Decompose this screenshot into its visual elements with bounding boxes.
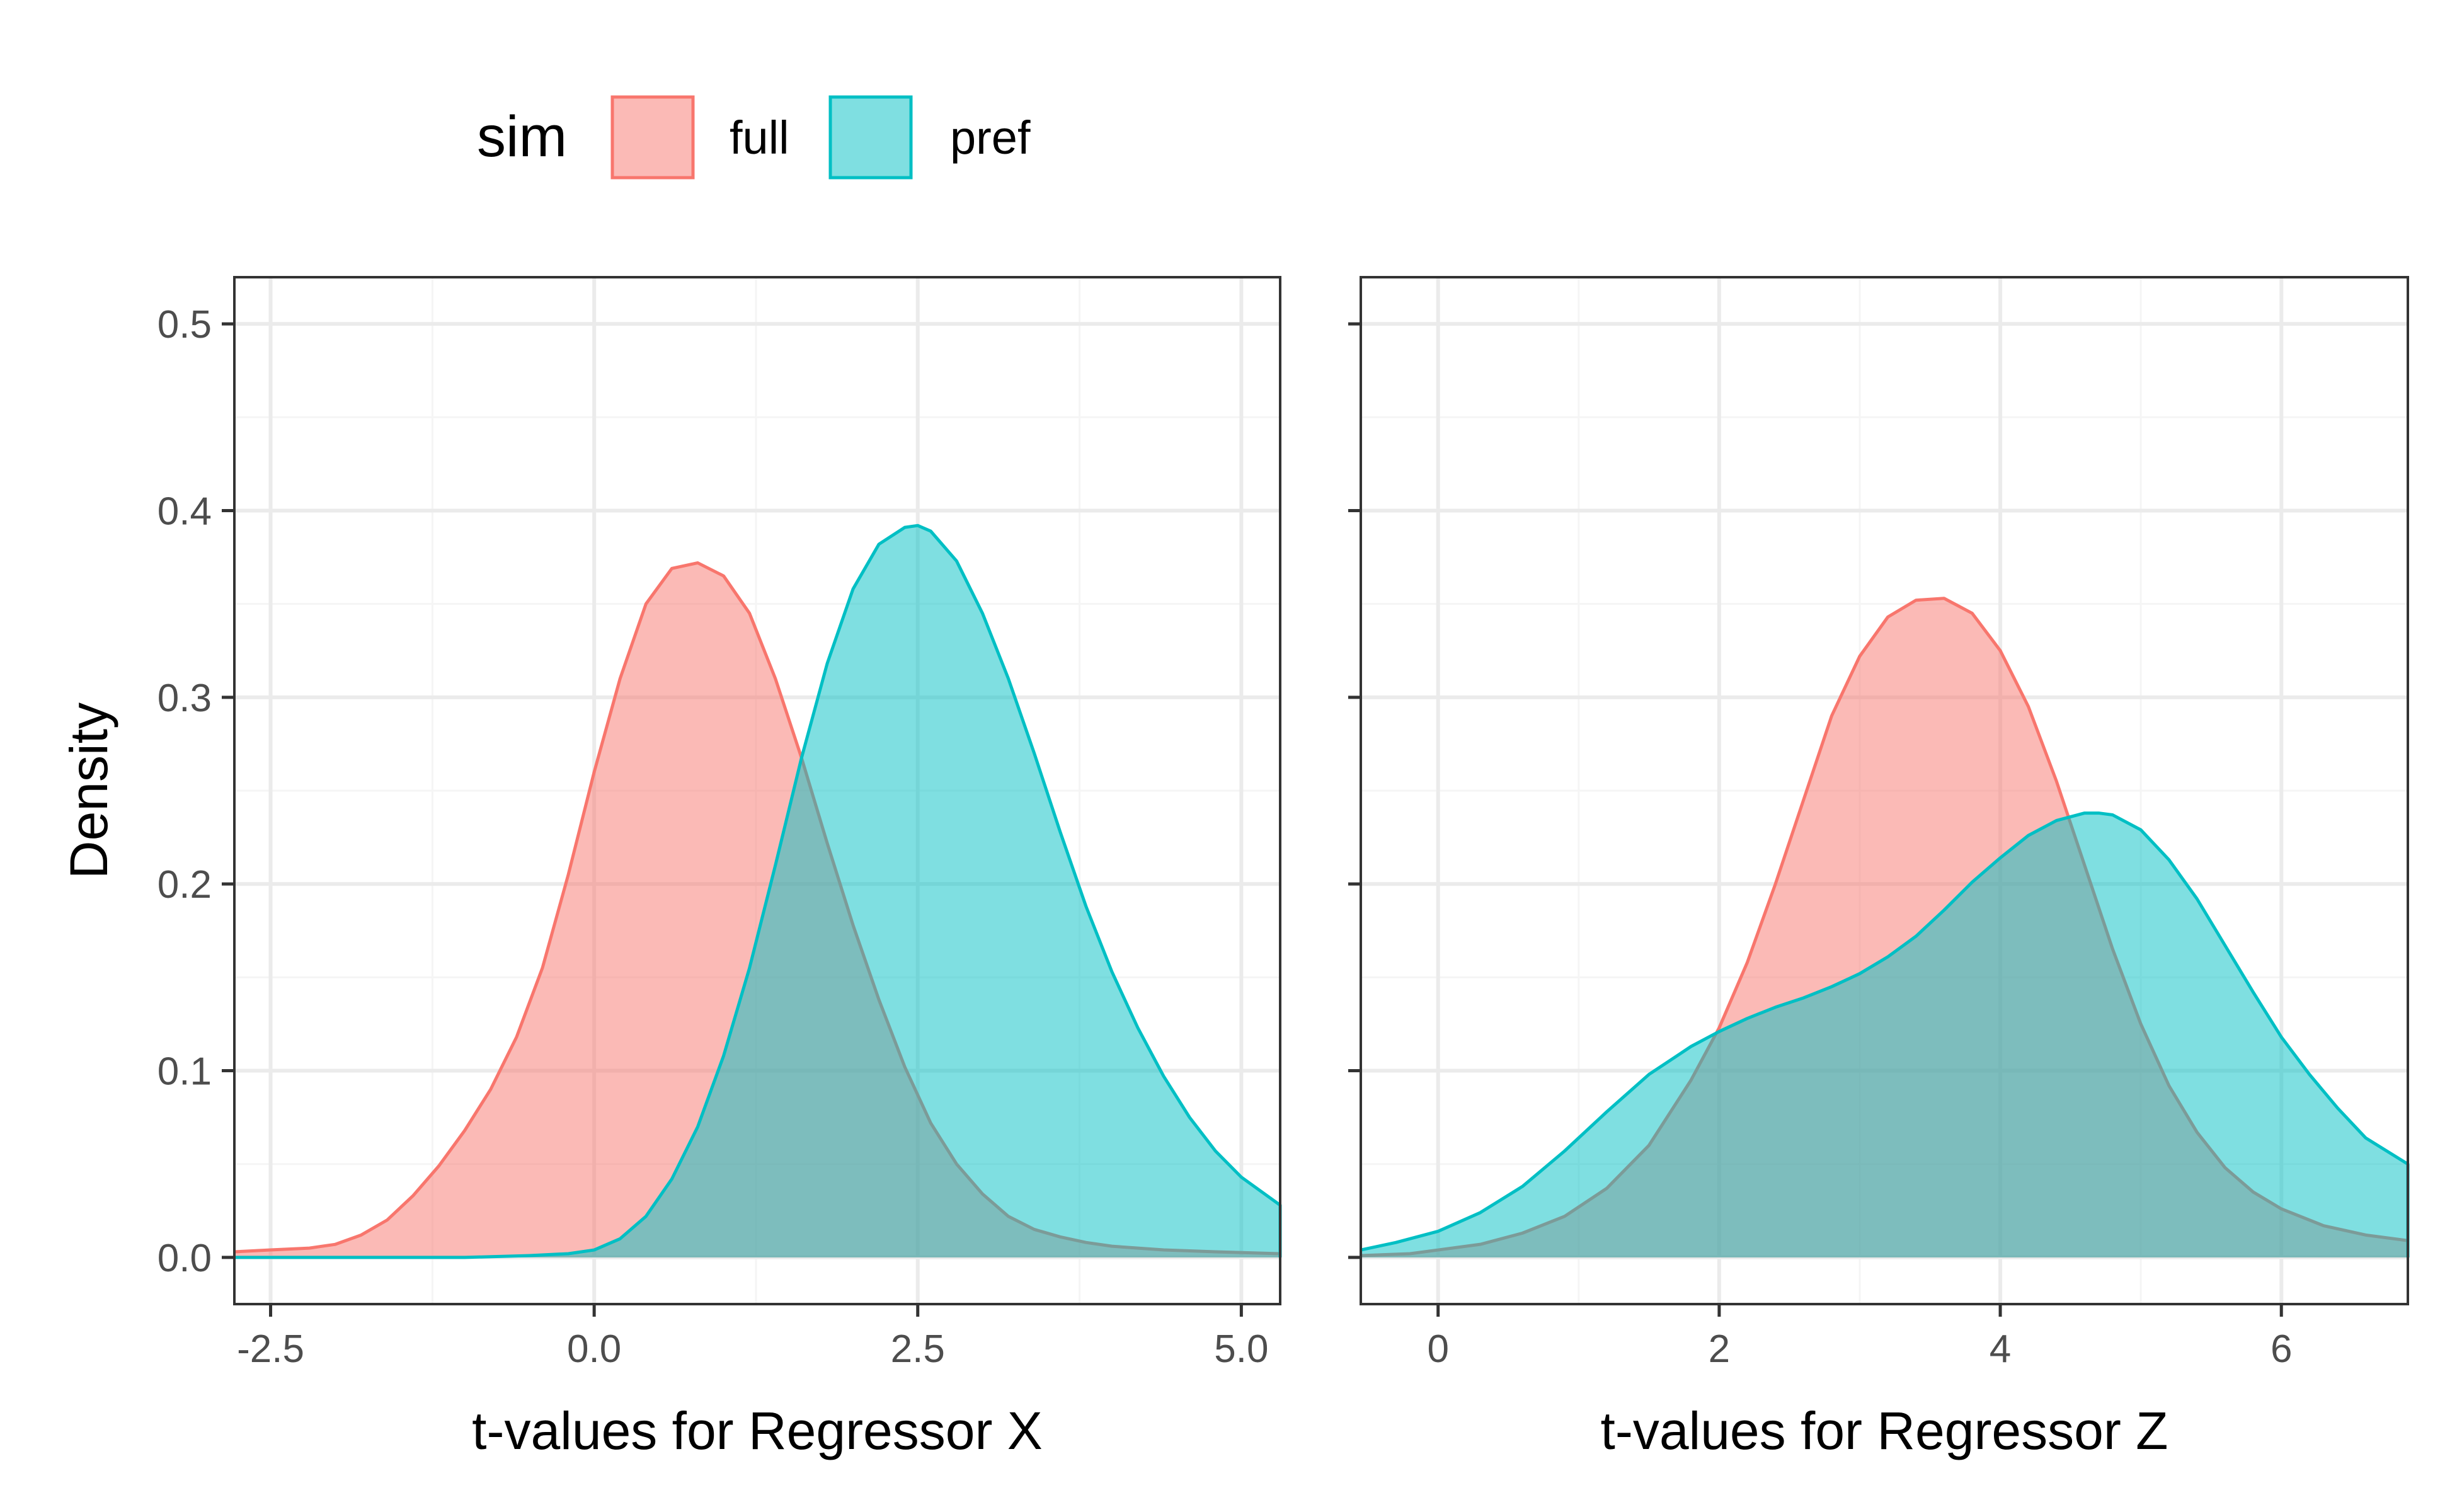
density-line-pref [234,524,1282,1259]
legend-label-full: full [730,112,789,164]
legend-label-pref: pref [950,112,1031,164]
x-tick-label: 6 [2271,1327,2292,1371]
x-tick-label: 5.0 [1214,1327,1268,1371]
legend-key-pref [828,95,913,180]
x-tick-label: 0 [1427,1327,1448,1371]
y-tick-label: 0.3 [158,677,212,720]
x-tick-label: 2 [1709,1327,1730,1371]
legend-key-full [610,95,695,180]
x-axis-title: t-values for Regressor X [472,1401,1043,1460]
x-axis-title: t-values for Regressor Z [1601,1401,2168,1460]
y-tick-label: 0.5 [158,303,212,346]
legend-title: sim [477,105,567,169]
panel-z: 0 2 4 6 t-values for Regressor Z [1348,276,2410,1460]
panel-border [1360,276,2409,1305]
legend: sim full pref [477,95,1031,180]
x-tick-label: 2.5 [891,1327,945,1371]
x-tick-label: -2.5 [237,1327,304,1371]
x-tick-label: 4 [1990,1327,2011,1371]
y-tick-label: 0.1 [158,1050,212,1094]
y-tick-label: 0.2 [158,863,212,907]
y-tick-label: 0.0 [158,1237,212,1280]
x-tick-label: 0.0 [567,1327,621,1371]
density-area-pref [1361,813,2408,1257]
y-tick-label: 0.4 [158,490,212,533]
panel-border [233,276,1281,1305]
y-axis-title: Density [59,702,118,879]
density-area-full [234,563,1280,1257]
density-line-pref [1360,811,2410,1257]
panel-x: -2.5 0.0 2.5 5.0 0.0 0.1 0.2 0.3 0.4 0.5 t-values … [59,276,1282,1460]
